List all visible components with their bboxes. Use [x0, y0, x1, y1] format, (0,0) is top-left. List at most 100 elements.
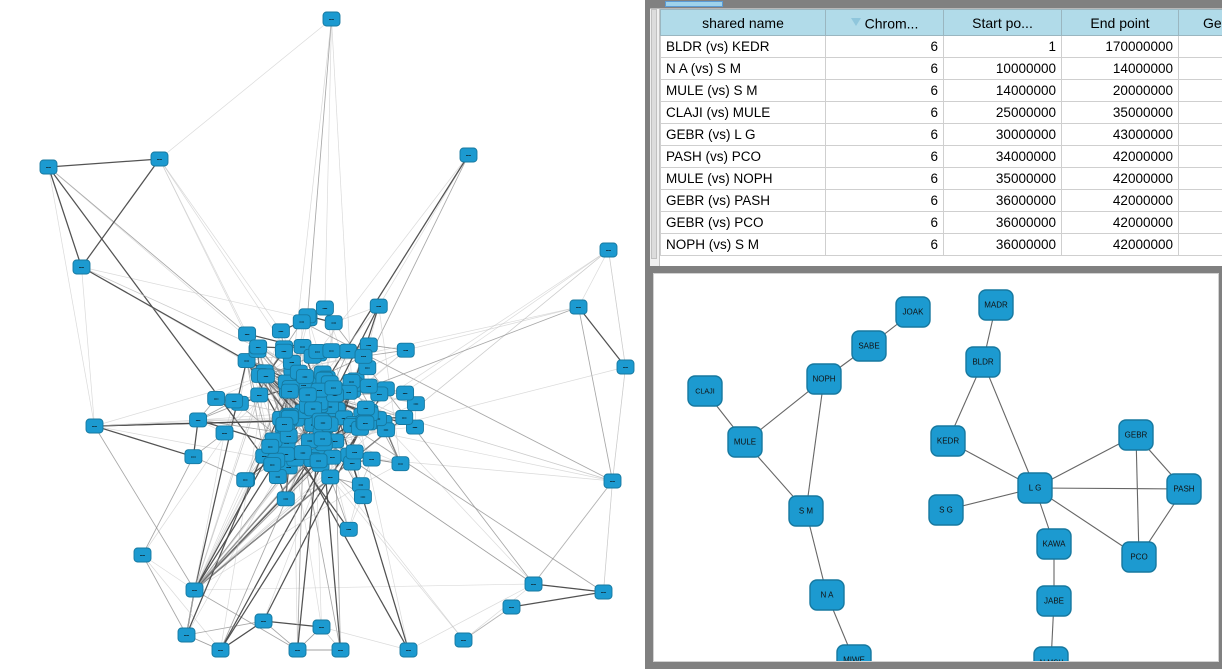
node-shape[interactable]: [324, 380, 343, 396]
cell-end_point[interactable]: 35000000: [1061, 101, 1179, 124]
network-node[interactable]: ••••: [599, 242, 618, 258]
node-shape[interactable]: [1166, 473, 1202, 505]
node-shape[interactable]: [324, 315, 343, 331]
network-node[interactable]: ••••: [313, 431, 332, 447]
node-shape[interactable]: [133, 547, 152, 563]
network-node[interactable]: ••••: [395, 410, 414, 425]
cell-shared_name[interactable]: MULE (vs) S M: [660, 79, 826, 102]
network-node[interactable]: ••••: [324, 315, 343, 331]
cell-genetic[interactable]: 8.9: [1178, 189, 1222, 212]
node-shape[interactable]: [314, 415, 332, 431]
table-row[interactable]: GEBR (vs) PASH636000000420000008.9: [660, 189, 1222, 212]
node-shape[interactable]: [502, 599, 521, 615]
cell-chromosome[interactable]: 6: [825, 233, 944, 256]
node-shape[interactable]: [312, 619, 331, 635]
node-shape[interactable]: [395, 410, 414, 425]
cell-shared_name[interactable]: BLDR (vs) KEDR: [660, 35, 826, 58]
column-header-chromosome[interactable]: Chrom...: [825, 9, 944, 36]
node-shape[interactable]: [322, 11, 341, 27]
network-node[interactable]: ••••: [298, 387, 317, 403]
node-shape[interactable]: [965, 346, 1001, 378]
network-node[interactable]: NOPH: [806, 363, 842, 395]
table-row[interactable]: MULE (vs) NOPH6350000004200000010.5: [660, 167, 1222, 190]
network-node[interactable]: ••••: [322, 11, 341, 27]
network-node[interactable]: ••••: [236, 472, 255, 488]
node-shape[interactable]: [292, 314, 311, 330]
network-node[interactable]: ••••: [254, 613, 273, 629]
node-shape[interactable]: [396, 342, 415, 358]
cell-start_point[interactable]: 36000000: [943, 233, 1062, 256]
table-tab-active[interactable]: [665, 1, 723, 7]
table-row[interactable]: CLAJI (vs) MULE625000000350000005.9: [660, 101, 1222, 124]
node-shape[interactable]: [298, 387, 317, 403]
node-shape[interactable]: [249, 339, 268, 355]
network-node[interactable]: ••••: [275, 416, 294, 432]
cell-start_point[interactable]: 34000000: [943, 145, 1062, 168]
node-shape[interactable]: [391, 456, 410, 472]
node-shape[interactable]: [185, 582, 204, 598]
network-node[interactable]: KAWA: [1036, 528, 1072, 560]
network-node[interactable]: ••••: [359, 378, 378, 394]
node-shape[interactable]: [454, 632, 473, 648]
network-node[interactable]: ••••: [356, 400, 375, 416]
network-node[interactable]: ••••: [256, 368, 275, 384]
node-shape[interactable]: [1036, 585, 1072, 617]
table-row[interactable]: BLDR (vs) KEDR61170000000192.0: [660, 35, 1222, 58]
node-shape[interactable]: [189, 412, 208, 428]
node-shape[interactable]: [339, 521, 358, 537]
network-node[interactable]: ••••: [396, 342, 415, 358]
cell-genetic[interactable]: 7.5: [1178, 79, 1222, 102]
network-node[interactable]: ••••: [250, 387, 269, 403]
network-edge[interactable]: [1034, 487, 1140, 558]
network-edge[interactable]: [805, 378, 825, 512]
network-node[interactable]: S G: [928, 494, 964, 526]
node-shape[interactable]: [331, 642, 350, 658]
node-shape[interactable]: [809, 579, 845, 611]
network-node[interactable]: ••••: [396, 385, 415, 401]
network-node[interactable]: ••••: [263, 457, 282, 473]
node-shape[interactable]: [569, 299, 588, 315]
network-node[interactable]: ••••: [459, 147, 478, 163]
network-node[interactable]: ••••: [225, 393, 244, 409]
node-shape[interactable]: [603, 473, 622, 489]
cell-start_point[interactable]: 35000000: [943, 167, 1062, 190]
cell-end_point[interactable]: 42000000: [1061, 211, 1179, 234]
node-shape[interactable]: [211, 642, 230, 658]
table-row[interactable]: PASH (vs) PCO6340000004200000011.4: [660, 145, 1222, 168]
network-node[interactable]: ••••: [274, 343, 293, 359]
table-row[interactable]: NOPH (vs) S M636000000420000009.9: [660, 233, 1222, 256]
node-shape[interactable]: [225, 393, 244, 409]
network-node[interactable]: SABE: [851, 330, 887, 362]
cell-end_point[interactable]: 43000000: [1061, 123, 1179, 146]
column-header-start-point[interactable]: Start po...: [943, 9, 1062, 36]
cell-start_point[interactable]: 1: [943, 35, 1062, 58]
network-node[interactable]: ••••: [315, 300, 334, 316]
node-shape[interactable]: [236, 472, 255, 488]
network-node[interactable]: ••••: [207, 391, 226, 406]
node-shape[interactable]: [293, 445, 312, 461]
node-shape[interactable]: [599, 242, 618, 258]
cell-genetic[interactable]: 10.5: [1178, 167, 1222, 190]
node-shape[interactable]: [177, 627, 196, 643]
network-node[interactable]: ••••: [524, 576, 543, 592]
network-node[interactable]: PCO: [1121, 541, 1157, 573]
network-node[interactable]: ••••: [345, 444, 364, 460]
node-shape[interactable]: [1121, 541, 1157, 573]
cell-chromosome[interactable]: 6: [825, 101, 944, 124]
network-node[interactable]: ••••: [569, 299, 588, 315]
node-shape[interactable]: [459, 147, 478, 163]
cell-start_point[interactable]: 30000000: [943, 123, 1062, 146]
cell-end_point[interactable]: 20000000: [1061, 79, 1179, 102]
cell-end_point[interactable]: 14000000: [1061, 57, 1179, 80]
node-shape[interactable]: [322, 343, 341, 359]
node-shape[interactable]: [687, 375, 723, 407]
cell-start_point[interactable]: 25000000: [943, 101, 1062, 124]
cell-end_point[interactable]: 42000000: [1061, 189, 1179, 212]
network-node[interactable]: ••••: [454, 632, 473, 648]
network-node[interactable]: ••••: [85, 418, 104, 434]
node-shape[interactable]: [1033, 646, 1069, 661]
node-shape[interactable]: [274, 343, 293, 359]
cell-start_point[interactable]: 36000000: [943, 211, 1062, 234]
node-shape[interactable]: [895, 296, 931, 328]
network-node[interactable]: ••••: [323, 449, 342, 465]
